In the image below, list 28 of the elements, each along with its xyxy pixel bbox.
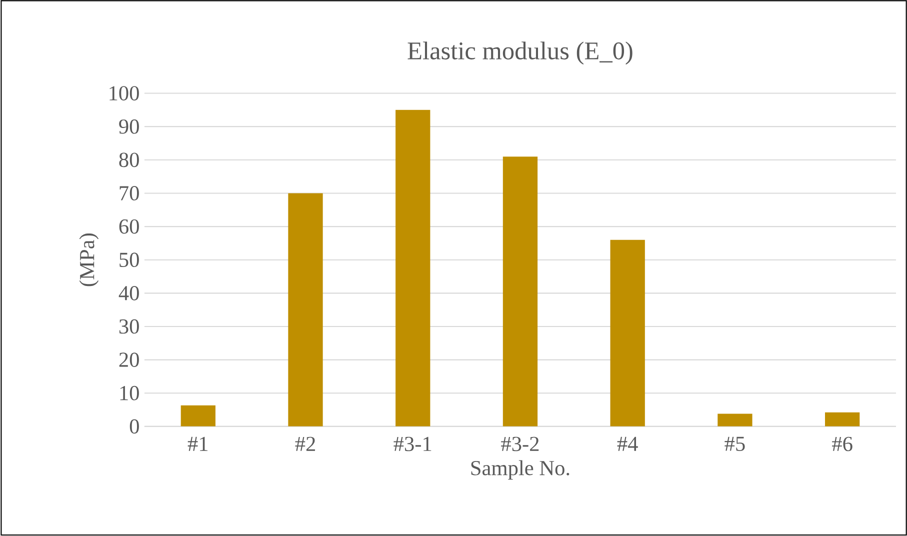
bar (825, 412, 860, 426)
y-tick-label: 80 (119, 152, 139, 167)
y-tick-label: 70 (120, 186, 139, 200)
x-tick-label: #6 (832, 436, 852, 452)
x-tick-label: #3-2 (501, 436, 539, 452)
x-tick-label: #1 (188, 436, 208, 451)
bar (610, 240, 645, 426)
y-axis-title: (MPa) (79, 233, 99, 286)
y-tick-label: 100 (110, 86, 139, 100)
y-tick-label: 0 (130, 419, 139, 434)
x-tick-label: #3-1 (394, 436, 432, 452)
x-tick-label: #5 (724, 436, 745, 451)
y-tick-label: 10 (120, 386, 139, 400)
x-tick-label: #2 (295, 436, 315, 451)
bar (718, 414, 752, 426)
bar (288, 193, 323, 426)
x-tick-label: #4 (617, 436, 638, 451)
bar (396, 110, 430, 426)
bar (502, 156, 538, 426)
y-tick-label: 90 (119, 119, 139, 134)
x-axis-title: Sample No. (471, 460, 570, 480)
bar (180, 405, 216, 426)
y-tick-label: 30 (119, 319, 139, 334)
y-tick-label: 50 (120, 252, 139, 267)
y-tick-label: 40 (118, 286, 139, 300)
chart-title: Elastic modulus (E_0) (408, 42, 632, 64)
y-tick-label: 20 (119, 352, 139, 367)
y-tick-label: 60 (119, 219, 139, 234)
